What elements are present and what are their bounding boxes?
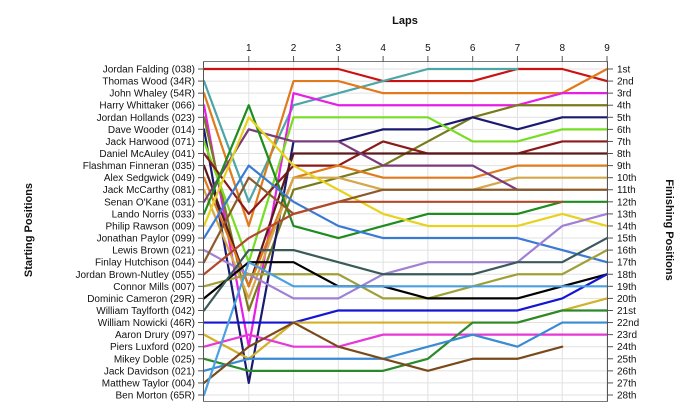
start-position-label: Aaron Drury (097)	[115, 330, 195, 341]
start-position-label: Harry Whittaker (066)	[99, 101, 195, 112]
start-position-label: William Taylforth (042)	[96, 306, 195, 317]
top-axis-title: Laps	[392, 15, 418, 27]
start-position-label: Lewis Brown (021)	[112, 246, 195, 257]
start-position-label: Mikey Doble (025)	[114, 354, 195, 365]
start-position-label: Philip Rawson (009)	[106, 221, 196, 232]
lap-tick-label: 1	[246, 43, 252, 54]
driver-position-line	[202, 164, 609, 288]
lap-tick-label: 4	[380, 43, 386, 54]
finish-position-label: 27th	[617, 378, 636, 389]
driver-position-line	[202, 321, 564, 385]
driver-position-line	[202, 261, 609, 300]
start-position-label: Dominic Cameron (29R)	[87, 294, 195, 305]
lap-tick-label: 2	[291, 43, 297, 54]
start-position-label: Lando Norris (033)	[112, 209, 195, 220]
driver-position-line	[202, 236, 609, 312]
finish-position-label: 5th	[617, 113, 631, 124]
driver-position-line	[202, 321, 609, 372]
finish-position-label: 17th	[617, 258, 636, 269]
finish-position-label: 7th	[617, 137, 631, 148]
lap-tick-label: 8	[559, 43, 565, 54]
start-position-label: William Nowicki (46R)	[98, 318, 195, 329]
driver-position-line	[202, 273, 609, 324]
finish-position-label: 13th	[617, 209, 636, 220]
start-position-label: Finlay Hutchison (044)	[95, 258, 195, 269]
series-lines	[202, 67, 609, 397]
start-position-label: Matthew Taylor (004)	[102, 378, 195, 389]
start-position-label: Jack McCarthy (081)	[103, 185, 195, 196]
finish-position-label: 9th	[617, 161, 631, 172]
start-position-label: Jonathan Paylor (099)	[97, 234, 195, 245]
finish-position-label: 11th	[617, 185, 636, 196]
driver-position-line	[202, 261, 609, 397]
start-position-label: Jordan Hollands (023)	[97, 113, 195, 124]
finish-position-label: 20th	[617, 294, 636, 305]
start-position-label: Alex Sedgwick (049)	[104, 173, 195, 184]
finish-position-label: 18th	[617, 270, 636, 281]
finish-position-label: 1st	[617, 65, 631, 76]
start-position-label: Piers Luxford (020)	[110, 342, 195, 353]
driver-position-line	[202, 67, 609, 228]
axes: 1 2 3 4 5 6 7 8 9 Jordan Falding (038)Thomas Wood…	[76, 43, 640, 402]
lap-tick-label: 7	[515, 43, 521, 54]
finish-position-label: 4th	[617, 101, 631, 112]
finish-position-label: 22nd	[617, 318, 639, 329]
driver-position-line	[202, 200, 564, 276]
lap-tick-label: 6	[470, 43, 476, 54]
finish-position-label: 19th	[617, 282, 636, 293]
start-position-label: Connor Mills (007)	[113, 282, 195, 293]
finish-position-label: 16th	[617, 246, 636, 257]
driver-position-line	[202, 116, 609, 228]
start-position-label: Ben Morton (65R)	[116, 391, 195, 402]
finish-position-label: 25th	[617, 354, 636, 365]
finish-position-label: 26th	[617, 366, 636, 377]
finish-position-label: 2nd	[617, 77, 634, 88]
lap-tick-label: 3	[336, 43, 342, 54]
left-axis-title: Starting Positions	[23, 183, 35, 277]
start-position-label: Flashman Finneran (035)	[83, 161, 195, 172]
finish-position-label: 3rd	[617, 89, 631, 100]
start-position-label: Daniel McAuley (041)	[99, 149, 195, 160]
finish-position-label: 28th	[617, 391, 636, 402]
start-position-label: Jack Davidson (021)	[104, 366, 195, 377]
driver-position-line	[202, 212, 609, 300]
lap-tick-label: 5	[425, 43, 431, 54]
driver-position-line	[202, 67, 609, 83]
finish-position-label: 10th	[617, 173, 636, 184]
finish-position-label: 23rd	[617, 330, 637, 341]
finish-position-label: 21st	[617, 306, 636, 317]
finish-position-label: 15th	[617, 234, 636, 245]
start-position-label: Jordan Brown-Nutley (055)	[76, 270, 196, 281]
start-position-label: Senan O'Kane (031)	[104, 197, 195, 208]
lap-tick-label: 9	[604, 43, 610, 54]
start-position-label: Dave Wooder (014)	[108, 125, 195, 136]
finish-position-label: 12th	[617, 197, 636, 208]
start-position-label: Jordan Falding (038)	[103, 65, 195, 76]
finish-position-label: 14th	[617, 221, 636, 232]
driver-position-line	[202, 152, 609, 288]
driver-position-line	[202, 140, 609, 215]
right-axis-title: Finishing Positions	[663, 179, 675, 280]
start-position-label: Thomas Wood (34R)	[102, 77, 195, 88]
finish-position-label: 6th	[617, 125, 631, 136]
finish-position-label: 8th	[617, 149, 631, 160]
start-position-label: John Whaley (54R)	[109, 89, 195, 100]
start-position-label: Jack Harwood (071)	[106, 137, 195, 148]
driver-position-line	[202, 176, 609, 264]
finish-position-label: 24th	[617, 342, 636, 353]
